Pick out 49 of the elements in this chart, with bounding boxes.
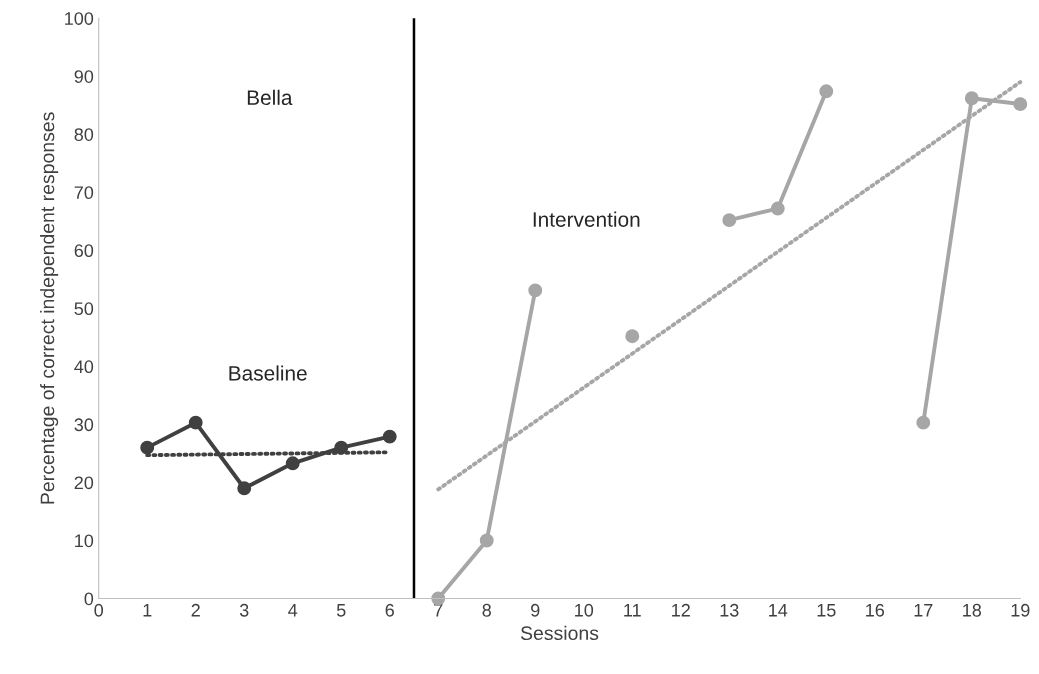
y-tick-label: 50	[74, 302, 94, 316]
y-tick-label: 100	[65, 12, 94, 25]
y-tick-label: 90	[74, 70, 94, 83]
x-tick-label: 16	[866, 603, 885, 617]
y-tick-label: 20	[74, 476, 94, 490]
x-tick-label: 15	[817, 604, 836, 617]
y-tick-label: 40	[74, 360, 94, 374]
x-tick-label: 6	[385, 603, 394, 617]
x-tick-label: 8	[482, 603, 491, 617]
point	[1013, 97, 1028, 112]
point	[964, 91, 979, 106]
point	[819, 84, 834, 99]
y-axis-title: Percentage of correct independent responses	[40, 112, 59, 504]
y-tick-label: 10	[75, 534, 94, 548]
point	[382, 429, 397, 444]
point	[188, 415, 203, 430]
x-tick-label: 3	[239, 603, 249, 617]
annotation: Intervention	[533, 211, 640, 227]
point	[237, 481, 252, 496]
x-tick-label: 4	[288, 604, 298, 617]
x-tick-label: 0	[94, 603, 104, 617]
y-tick-label: 80	[74, 128, 94, 141]
x-tick-label: 13	[720, 603, 739, 617]
y-tick-label: 0	[84, 592, 94, 606]
x-tick-label: 10	[575, 603, 594, 617]
x-tick-label: 9	[531, 603, 540, 617]
point	[625, 329, 640, 344]
x-tick-label: 19	[1011, 603, 1030, 617]
annotation: Bella	[247, 89, 293, 106]
point	[285, 456, 300, 471]
y-tick-label: 60	[74, 244, 94, 258]
point	[722, 213, 737, 228]
point	[528, 283, 543, 298]
x-tick-label: 18	[963, 603, 982, 617]
x-tick-label: 2	[191, 603, 200, 617]
point	[140, 440, 155, 455]
x-tick-label: 1	[143, 604, 152, 617]
point	[916, 415, 931, 430]
x-tick-label: 14	[769, 604, 788, 617]
y-tick-label: 70	[74, 186, 94, 200]
y-tick-label: 30	[74, 418, 94, 432]
x-tick-label: 11	[624, 604, 641, 617]
x-tick-label: 5	[336, 604, 346, 617]
point	[479, 533, 494, 548]
x-axis-title: Sessions	[520, 625, 599, 641]
annotation: Baseline	[229, 365, 307, 381]
x-tick-label: 17	[914, 604, 933, 617]
x-tick-label: 12	[672, 603, 690, 617]
point	[770, 201, 785, 216]
